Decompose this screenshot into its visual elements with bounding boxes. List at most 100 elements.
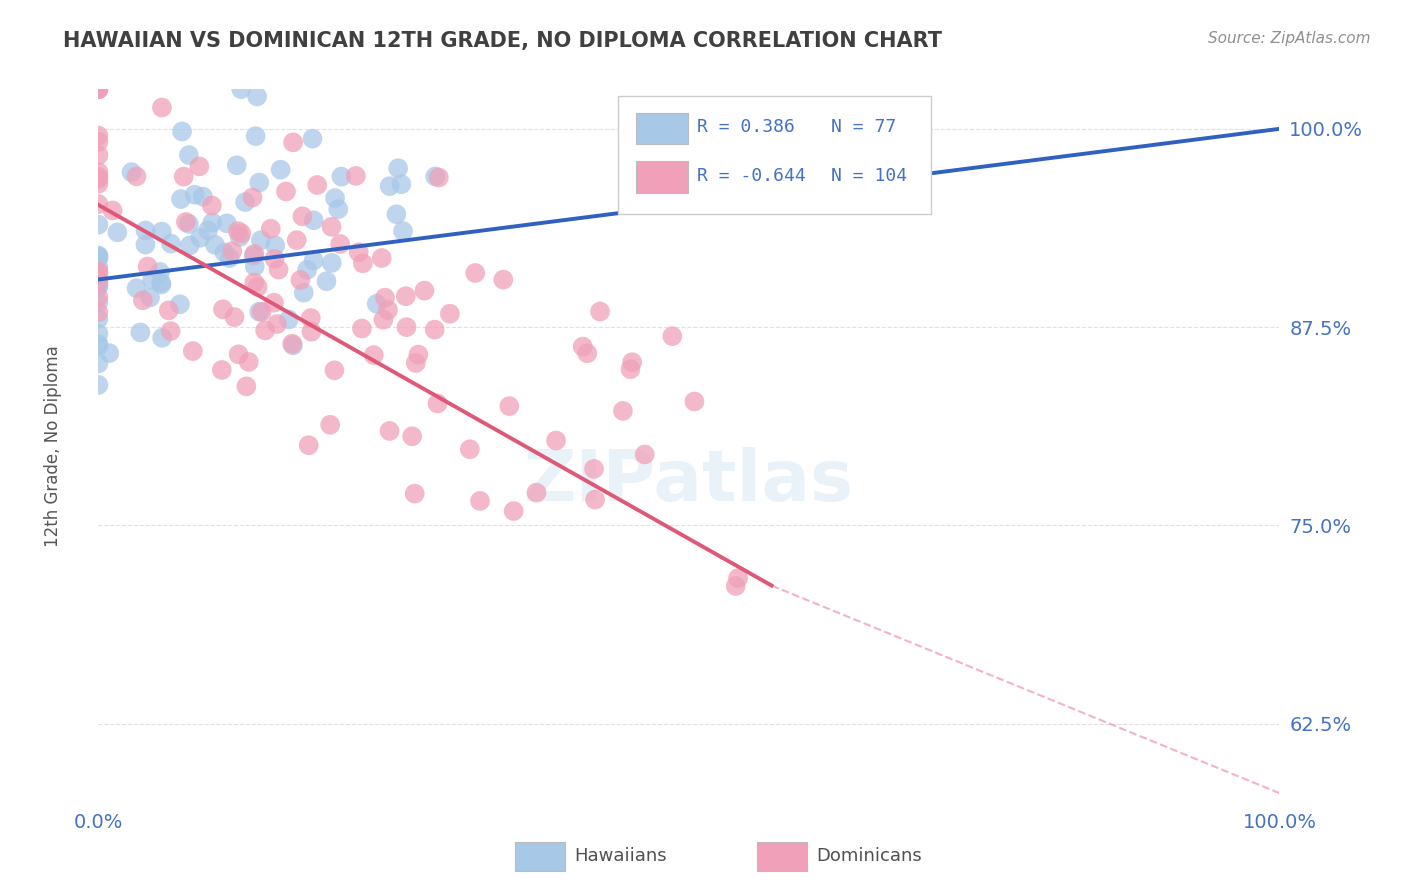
Text: N = 104: N = 104: [831, 167, 907, 185]
Point: [215, 216, 238, 230]
Point: [150, 331, 173, 345]
Point: [302, 253, 325, 268]
Point: [134, 237, 156, 252]
Point: [224, 310, 246, 324]
Point: [264, 238, 287, 252]
Point: [87, 305, 110, 319]
Point: [377, 303, 399, 318]
Point: [301, 131, 323, 145]
Text: N = 77: N = 77: [831, 118, 896, 136]
Point: [502, 504, 524, 518]
Point: [250, 233, 273, 247]
Point: [87, 82, 110, 96]
Point: [302, 213, 325, 227]
Point: [321, 256, 343, 270]
Point: [87, 279, 110, 293]
Point: [87, 260, 110, 275]
Point: [107, 225, 129, 239]
Point: [218, 251, 240, 265]
Text: Hawaiians: Hawaiians: [575, 847, 666, 865]
Point: [87, 82, 110, 96]
Point: [634, 447, 657, 461]
Point: [188, 160, 211, 174]
Point: [405, 356, 427, 370]
Point: [87, 311, 110, 326]
Point: [263, 295, 285, 310]
Point: [247, 304, 270, 318]
Point: [468, 494, 491, 508]
Point: [427, 170, 450, 185]
Point: [132, 293, 155, 308]
Point: [321, 219, 343, 234]
Point: [621, 355, 644, 369]
Point: [373, 312, 395, 326]
Point: [260, 221, 283, 235]
Text: ZIPatlas: ZIPatlas: [524, 447, 853, 516]
Point: [87, 250, 110, 264]
Point: [242, 190, 264, 204]
Point: [291, 209, 314, 223]
Text: R = 0.386: R = 0.386: [697, 118, 794, 136]
Point: [277, 312, 299, 326]
Point: [589, 304, 612, 318]
Point: [323, 363, 346, 377]
Point: [125, 169, 148, 184]
Point: [170, 124, 193, 138]
Point: [141, 273, 163, 287]
Text: Source: ZipAtlas.com: Source: ZipAtlas.com: [1208, 31, 1371, 46]
Point: [425, 169, 447, 184]
Point: [87, 264, 110, 278]
Point: [285, 233, 308, 247]
Point: [307, 178, 329, 192]
Point: [612, 404, 634, 418]
Point: [571, 340, 593, 354]
FancyBboxPatch shape: [636, 161, 688, 193]
Point: [87, 82, 110, 96]
Point: [87, 169, 110, 184]
Point: [150, 225, 173, 239]
Point: [385, 207, 408, 221]
Point: [121, 165, 143, 179]
Point: [150, 277, 173, 292]
Point: [328, 202, 350, 216]
Point: [87, 295, 110, 310]
Point: [323, 191, 346, 205]
Point: [619, 362, 641, 376]
Point: [464, 266, 486, 280]
Point: [266, 317, 288, 331]
Point: [281, 338, 304, 352]
Point: [177, 217, 200, 231]
FancyBboxPatch shape: [758, 842, 807, 871]
Point: [413, 284, 436, 298]
Point: [87, 128, 110, 143]
Point: [387, 161, 409, 176]
Point: [724, 579, 747, 593]
Point: [191, 189, 214, 203]
Point: [87, 274, 110, 288]
Point: [229, 230, 252, 244]
Point: [661, 329, 683, 343]
Point: [87, 326, 110, 341]
Point: [583, 492, 606, 507]
Point: [246, 89, 269, 103]
Point: [378, 179, 401, 194]
Point: [160, 236, 183, 251]
Point: [389, 178, 412, 192]
Point: [204, 237, 226, 252]
Point: [87, 337, 110, 351]
Point: [298, 438, 321, 452]
Point: [344, 169, 367, 183]
FancyBboxPatch shape: [636, 112, 688, 145]
Point: [87, 165, 110, 179]
Point: [350, 321, 373, 335]
Point: [174, 215, 197, 229]
Point: [87, 279, 110, 293]
Point: [201, 198, 224, 212]
Point: [423, 323, 446, 337]
Point: [170, 192, 193, 206]
Point: [179, 238, 201, 252]
Point: [426, 396, 449, 410]
Point: [526, 485, 548, 500]
Point: [315, 274, 337, 288]
Point: [546, 434, 568, 448]
